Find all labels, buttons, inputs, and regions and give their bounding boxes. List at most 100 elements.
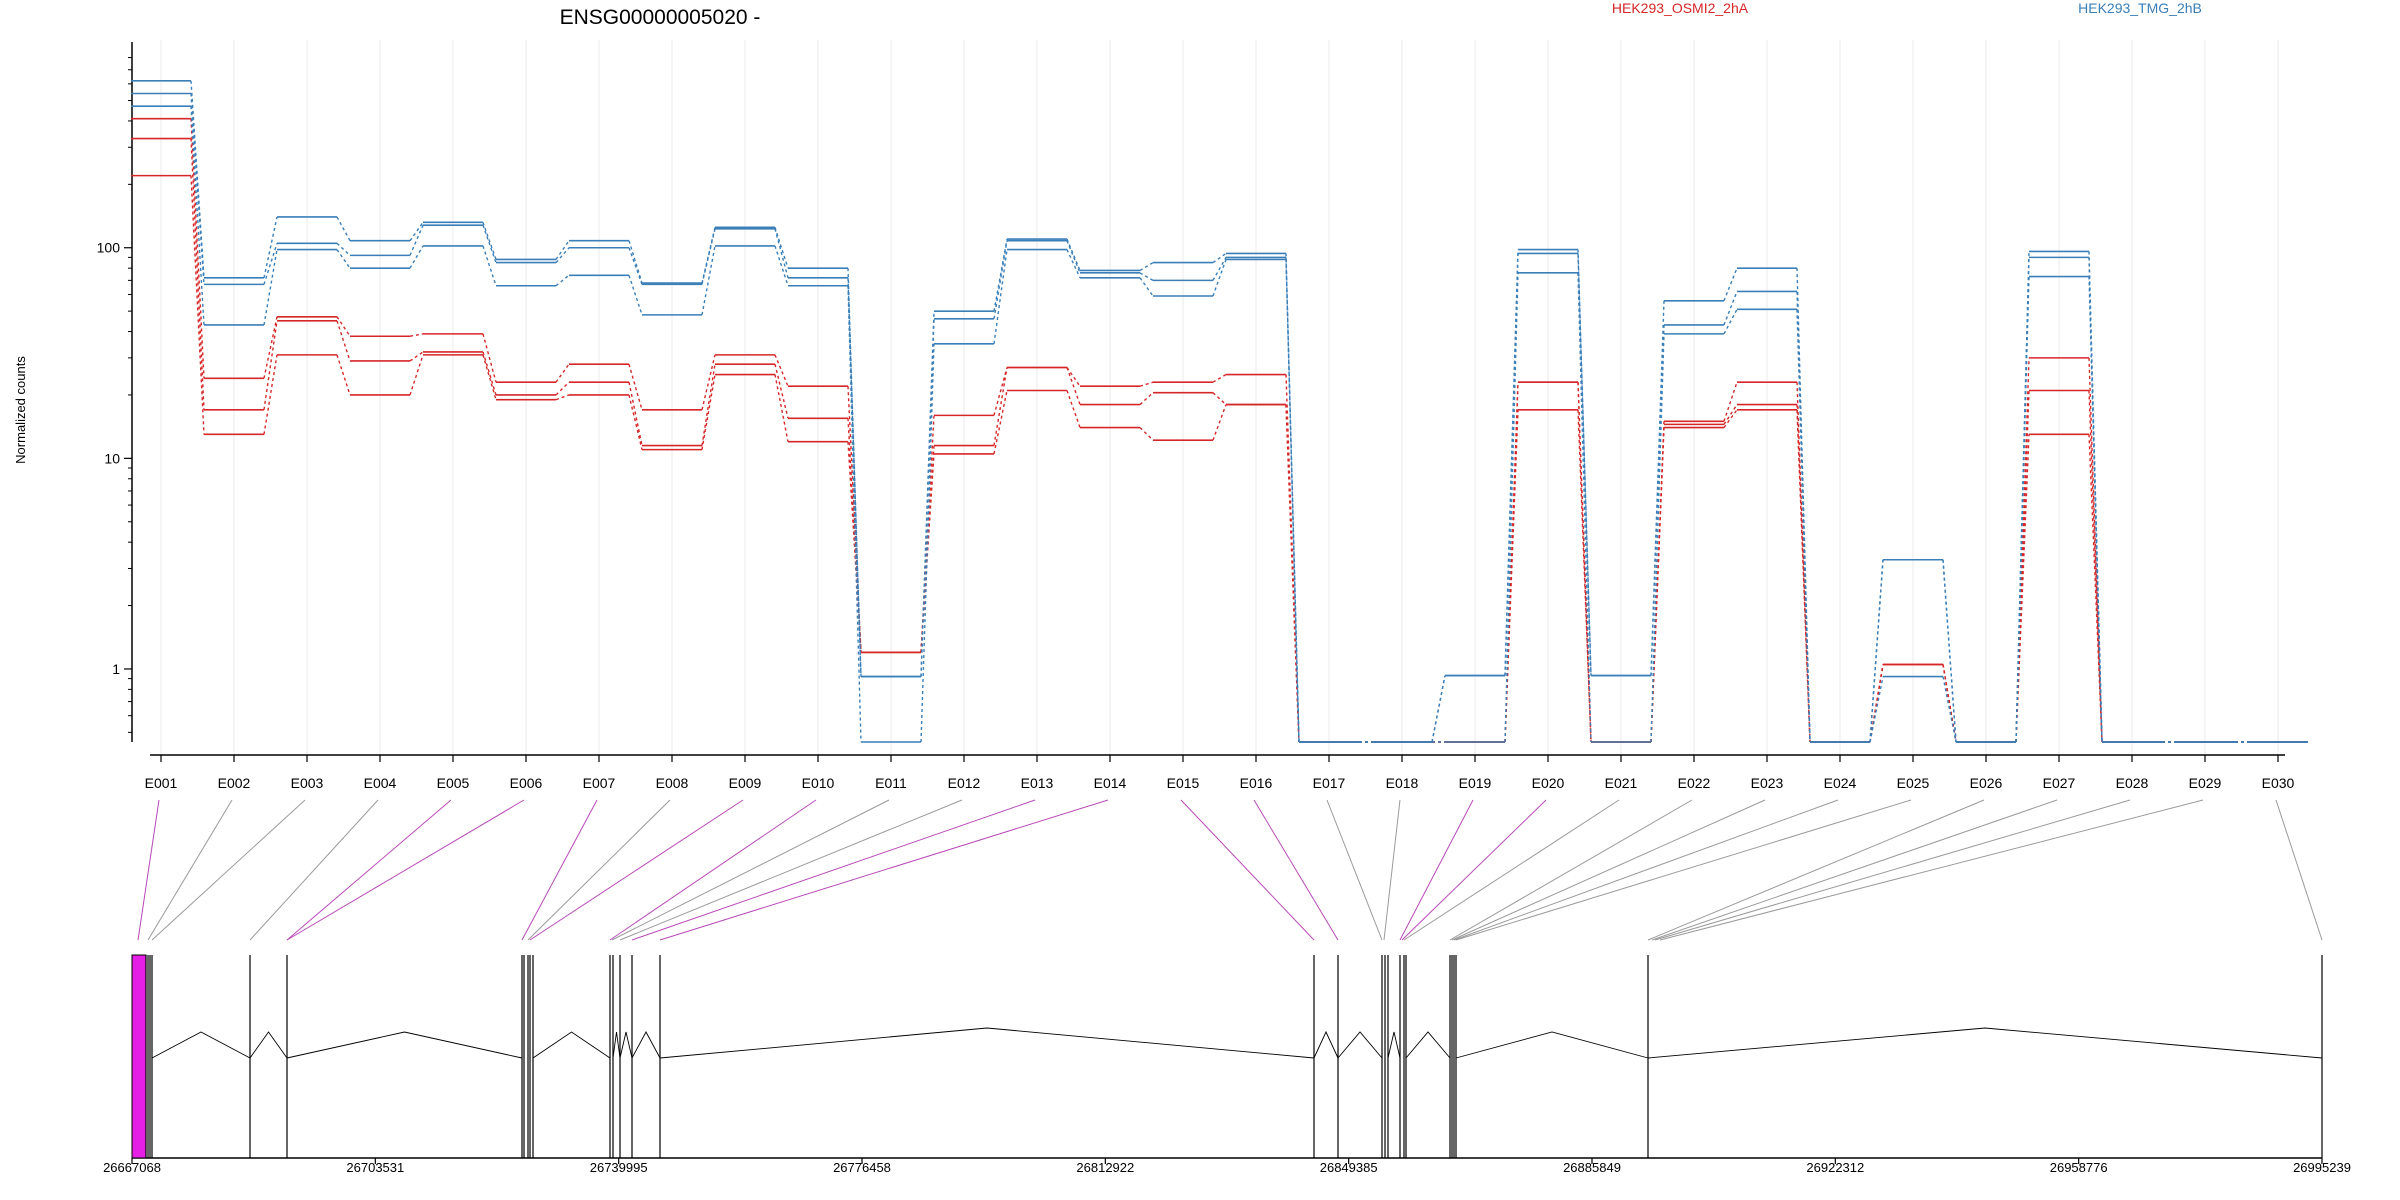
data-connector (409, 224, 424, 256)
data-connector (920, 415, 935, 653)
data-connector (263, 316, 278, 379)
exon-connector (2275, 799, 2323, 941)
data-connector (1066, 249, 1081, 279)
data-connector (555, 394, 570, 401)
genomic-tick-label: 26958776 (2050, 1160, 2108, 1175)
data-connector (1577, 272, 1592, 743)
data-connector (628, 363, 643, 411)
data-connector (263, 216, 278, 278)
data-connector (555, 363, 570, 383)
data-connector (1577, 253, 1592, 676)
genomic-tick-label: 26995239 (2293, 1160, 2351, 1175)
x-tick-label: E005 (437, 775, 470, 791)
data-connector (1285, 259, 1300, 743)
series-6 (131, 105, 2308, 743)
data-connector (1942, 664, 1957, 743)
data-connector (336, 316, 351, 337)
x-tick-label: E008 (656, 775, 689, 791)
exon-connector (249, 799, 379, 941)
data-connector (628, 394, 643, 450)
data-connector (336, 242, 351, 256)
series-2 (131, 137, 2308, 743)
data-series (131, 80, 2308, 743)
data-connector (628, 240, 643, 284)
exon-connector (1659, 799, 2204, 941)
x-tick-label: E006 (510, 775, 543, 791)
intron-arc (1455, 1031, 1649, 1059)
y-tick-label: 1 (112, 661, 120, 677)
exon-connector (1180, 799, 1315, 941)
data-connector (190, 93, 205, 285)
data-connector (1723, 404, 1738, 425)
data-connector (336, 216, 351, 242)
data-connector (774, 374, 789, 442)
exon-connector (527, 799, 671, 941)
data-connector (1723, 409, 1738, 428)
genomic-tick-label: 26667068 (103, 1160, 161, 1175)
data-connector (920, 343, 935, 743)
exon-connector (286, 799, 525, 941)
genomic-tick-label: 26922312 (1806, 1160, 1864, 1175)
genomic-tick-label: 26703531 (346, 1160, 404, 1175)
data-connector (2015, 276, 2030, 743)
x-tick-label: E001 (145, 775, 178, 791)
exon-connector (529, 799, 744, 941)
exon-connector (137, 799, 160, 941)
data-connector (1212, 404, 1227, 441)
x-tick-label: E002 (218, 775, 251, 791)
grid-lines (160, 40, 2279, 755)
data-connector (628, 247, 643, 285)
data-connector (1431, 675, 1446, 743)
data-connector (336, 320, 351, 362)
data-connector (2015, 390, 2030, 743)
x-tick-label: E019 (1459, 775, 1492, 791)
exon-connector (147, 799, 233, 941)
intron-arc (1337, 1031, 1383, 1059)
exon-connector (611, 799, 890, 941)
exon-connector (151, 799, 306, 941)
exon-connector (1449, 799, 1693, 941)
data-connector (993, 249, 1008, 344)
exon-connector (619, 799, 963, 941)
series-4 (131, 80, 2308, 743)
data-connector (920, 318, 935, 677)
x-tick-label: E017 (1313, 775, 1346, 791)
x-tick-label: E018 (1386, 775, 1419, 791)
data-connector (1869, 676, 1884, 743)
intron-arc (249, 1031, 288, 1059)
data-connector (1139, 392, 1154, 406)
data-connector (774, 227, 789, 269)
data-connector (1942, 676, 1957, 743)
data-connector (774, 245, 789, 286)
data-connector (1139, 427, 1154, 441)
y-tick-label: 10 (104, 450, 120, 466)
data-connector (190, 175, 205, 435)
data-connector (993, 390, 1008, 455)
x-tick-label: E013 (1021, 775, 1054, 791)
exon-connectors (137, 799, 2323, 941)
data-connector (482, 354, 497, 400)
y-tick-label: 100 (97, 240, 121, 256)
intron-arc (1405, 1031, 1451, 1059)
legend-entry-tmg: HEK293_TMG_2hB (2078, 0, 2202, 16)
series-3 (131, 174, 2308, 743)
data-connector (1212, 259, 1227, 297)
x-tick-label: E024 (1824, 775, 1857, 791)
exon-connector (659, 799, 1109, 941)
x-tick-label: E011 (875, 775, 907, 791)
intron-arc (532, 1031, 611, 1059)
data-connector (1650, 324, 1665, 676)
data-connector (628, 382, 643, 446)
data-connector (1796, 309, 1811, 743)
data-connector (263, 320, 278, 410)
data-connector (847, 285, 862, 743)
data-connector (482, 351, 497, 396)
data-connector (555, 247, 570, 264)
data-connector (482, 222, 497, 260)
exon-connector (521, 799, 598, 941)
data-connector (263, 249, 278, 326)
exon-connector (286, 799, 452, 941)
x-tick-label: E004 (364, 775, 397, 791)
data-connector (1066, 367, 1081, 387)
data-connector (190, 106, 205, 325)
